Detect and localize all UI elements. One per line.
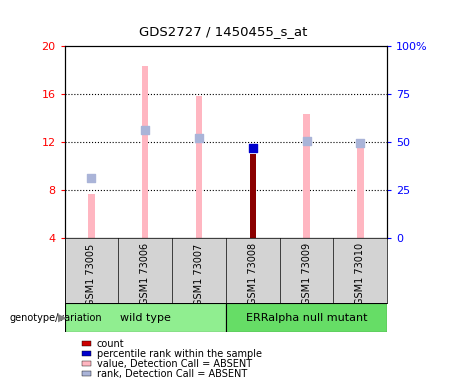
Text: GSM1 73009: GSM1 73009	[301, 243, 312, 305]
Point	[303, 138, 310, 144]
Text: percentile rank within the sample: percentile rank within the sample	[97, 349, 262, 359]
Text: GSM1 73006: GSM1 73006	[140, 243, 150, 305]
Text: ▶: ▶	[58, 313, 66, 323]
Bar	[82, 341, 91, 346]
Bar	[82, 361, 91, 366]
Text: GSM1 73007: GSM1 73007	[194, 243, 204, 306]
Point	[249, 145, 256, 151]
Text: genotype/variation: genotype/variation	[9, 313, 102, 323]
Bar	[249, 154, 256, 238]
Bar	[357, 142, 364, 238]
Text: wild type: wild type	[120, 313, 171, 323]
Bar	[303, 114, 310, 238]
Bar	[82, 371, 91, 376]
Bar	[82, 351, 91, 356]
Text: GSM1 73005: GSM1 73005	[86, 243, 96, 306]
Point	[357, 140, 364, 146]
Text: value, Detection Call = ABSENT: value, Detection Call = ABSENT	[97, 359, 252, 369]
Text: ERRalpha null mutant: ERRalpha null mutant	[246, 313, 367, 323]
Bar	[88, 194, 95, 238]
Text: GSM1 73008: GSM1 73008	[248, 243, 258, 305]
Bar	[226, 303, 387, 332]
Text: GSM1 73010: GSM1 73010	[355, 243, 366, 305]
Point	[88, 175, 95, 181]
Bar	[196, 96, 202, 238]
Text: rank, Detection Call = ABSENT: rank, Detection Call = ABSENT	[97, 369, 247, 379]
Point	[195, 136, 203, 142]
Point	[142, 127, 149, 133]
Text: GDS2727 / 1450455_s_at: GDS2727 / 1450455_s_at	[139, 25, 308, 38]
Bar	[65, 303, 226, 332]
Text: count: count	[97, 339, 124, 349]
Bar	[142, 66, 148, 238]
